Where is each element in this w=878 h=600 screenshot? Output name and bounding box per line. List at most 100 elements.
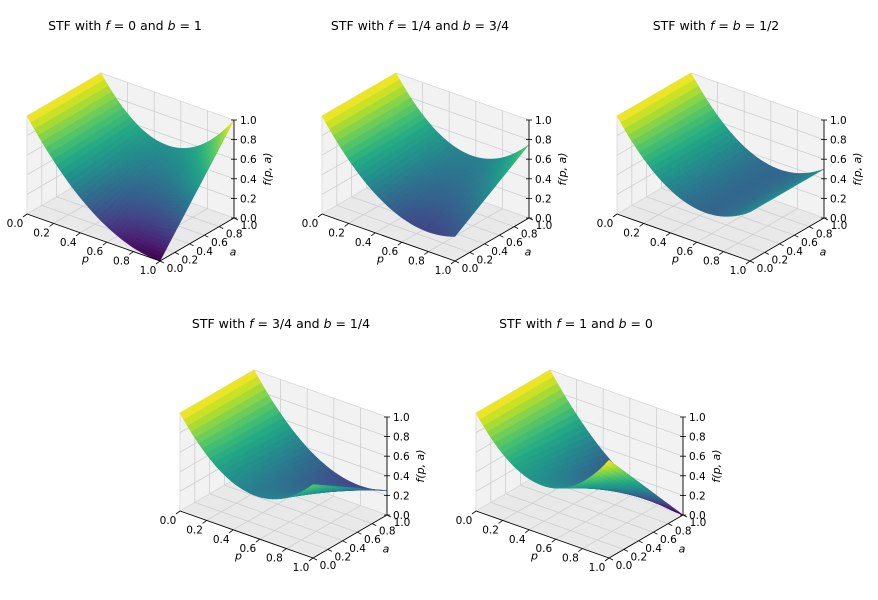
p-tick-label: 0.4 (650, 237, 667, 249)
subplot-title: STF with f = 1/4 and b = 3/4 (331, 18, 509, 33)
p-tick-label: 0.2 (33, 227, 50, 239)
grid-line (100, 92, 235, 140)
z-tick-label: 0.6 (830, 154, 847, 166)
p-tick (129, 251, 134, 255)
z-tick-label: 0.8 (535, 135, 552, 147)
title-part: b (733, 18, 741, 33)
p-tick (22, 213, 28, 218)
p-tick-label: 0.6 (86, 246, 103, 258)
a-tick (174, 252, 179, 255)
p-tick-label: 0.6 (676, 246, 693, 258)
p-tick (344, 223, 349, 227)
title-part: = 1 (176, 18, 202, 33)
z-tick-label: 0.0 (830, 213, 847, 225)
title-part: b (168, 18, 176, 33)
z-tick-label: 1.0 (830, 115, 847, 127)
a-tick (454, 260, 460, 264)
a-tick (219, 226, 224, 229)
z-tick-label: 0.6 (535, 154, 552, 166)
z-axis-label: f(p, a) (851, 152, 864, 185)
z-tick-label: 0.6 (240, 154, 257, 166)
p-tick (639, 223, 644, 227)
p-tick (450, 260, 456, 265)
p-tick-label: 0.0 (302, 218, 319, 230)
p-tick-label: 0.2 (623, 227, 640, 239)
a-tick (809, 226, 814, 229)
z-tick-label: 0.2 (830, 193, 847, 205)
subplot-4: 0.00.20.40.60.81.0p0.00.20.40.60.81.0a0.… (160, 316, 427, 574)
title-part: = 0 and (110, 18, 168, 33)
a-tick (204, 234, 209, 238)
p-tick-label: 0.2 (328, 227, 345, 239)
p-axis-label: p (376, 253, 384, 266)
a-tick (484, 243, 489, 247)
p-tick (665, 232, 671, 237)
p-tick-label: 1.0 (730, 265, 747, 277)
subplot-1: 0.00.20.40.60.81.0p0.00.20.40.60.81.0a0.… (7, 18, 274, 277)
title-part: STF with (331, 18, 388, 33)
p-tick (745, 260, 751, 265)
p-tick-label: 1.0 (140, 265, 157, 277)
a-tick (764, 252, 769, 255)
p-tick-label: 1.0 (435, 265, 452, 277)
a-tick (779, 243, 784, 247)
p-tick-label: 0.8 (703, 256, 720, 268)
p-tick (317, 213, 323, 218)
p-tick-label: 0.6 (381, 246, 398, 258)
p-tick (397, 241, 403, 246)
a-tick (189, 243, 194, 247)
title-part: STF with (48, 18, 105, 33)
z-tick-label: 0.4 (535, 174, 552, 186)
z-tick-label: 0.0 (535, 213, 552, 225)
z-tick-label: 0.8 (830, 135, 847, 147)
z-tick-label: 0.0 (240, 213, 257, 225)
a-tick (514, 226, 519, 229)
z-tick-label: 0.4 (240, 174, 257, 186)
p-tick-label: 0.4 (60, 237, 77, 249)
title-part: STF with (653, 18, 710, 33)
subplot-title: STF with f = 0 and b = 1 (48, 18, 202, 33)
title-part: b (463, 18, 471, 33)
p-axis-label: p (81, 253, 89, 266)
title-part: = 3/4 (471, 18, 510, 33)
z-axis-label: f(p, a) (556, 152, 569, 185)
z-tick-label: 0.4 (830, 174, 847, 186)
z-tick-label: 0.2 (535, 193, 552, 205)
a-tick (469, 252, 474, 255)
subplot-2: 0.00.20.40.60.81.0p0.00.20.40.60.81.0a0.… (302, 18, 569, 277)
p-tick (75, 232, 81, 237)
p-tick (612, 213, 618, 218)
p-tick-label: 0.8 (408, 256, 425, 268)
z-tick-label: 0.8 (240, 135, 257, 147)
z-tick-label: 1.0 (240, 115, 257, 127)
a-axis-label: a (230, 246, 237, 259)
p-axis-label: p (671, 253, 679, 266)
a-tick (159, 260, 165, 264)
p-tick-label: 0.4 (355, 237, 372, 249)
p-tick (719, 251, 724, 255)
p-tick (370, 232, 376, 237)
z-axis-label: f(p, a) (261, 152, 274, 185)
p-tick (424, 251, 429, 255)
a-tick (749, 260, 755, 264)
a-axis-label: a (525, 246, 532, 259)
a-tick (499, 234, 504, 238)
subplot-title: STF with f = b = 1/2 (653, 18, 780, 33)
p-tick (692, 241, 698, 246)
title-part: = 1/2 (741, 18, 780, 33)
z-tick-label: 0.2 (240, 193, 257, 205)
a-axis-label: a (820, 246, 827, 259)
title-part: = (714, 18, 732, 33)
p-tick-label: 0.0 (7, 218, 24, 230)
surface (26, 72, 235, 262)
z-tick-label: 1.0 (535, 115, 552, 127)
a-tick (794, 234, 799, 238)
p-tick (155, 260, 161, 265)
title-part: = 1/4 and (393, 18, 463, 33)
p-tick (49, 223, 54, 227)
p-tick (102, 241, 108, 246)
p-tick-label: 0.8 (113, 256, 130, 268)
subplot-3: 0.00.20.40.60.81.0p0.00.20.40.60.81.0a0.… (597, 18, 864, 277)
p-tick-label: 0.0 (597, 218, 614, 230)
